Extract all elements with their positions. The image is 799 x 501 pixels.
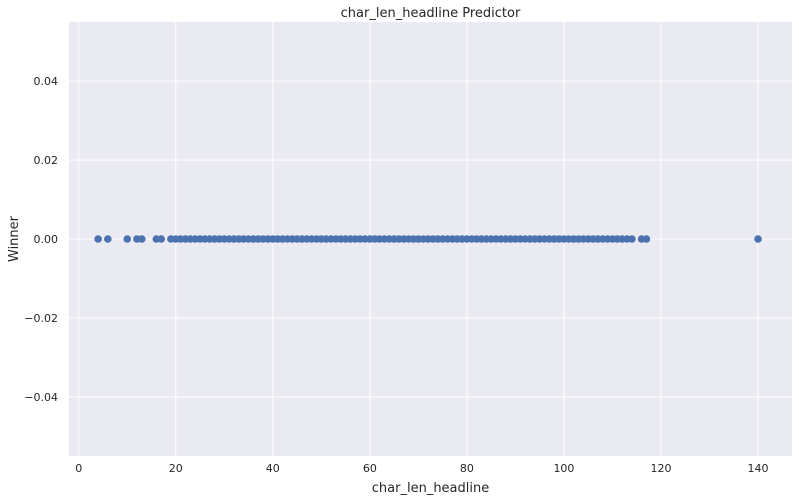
chart-title: char_len_headline Predictor: [341, 6, 521, 21]
data-point: [137, 235, 146, 243]
data-point: [104, 235, 112, 243]
data-point: [642, 235, 651, 243]
y-axis-title: Winner: [7, 215, 22, 262]
y-tick-label: −0.02: [24, 312, 58, 325]
x-axis-title: char_len_headline: [372, 481, 489, 496]
x-tick-label: 140: [748, 462, 769, 475]
y-tick-label: −0.04: [24, 391, 58, 404]
data-point: [157, 235, 165, 243]
x-tick-label: 40: [266, 462, 280, 475]
data-point: [94, 235, 102, 243]
x-tick-labels: 0 20 40 60 80 100 120 140: [75, 462, 768, 475]
x-tick-label: 80: [460, 462, 474, 475]
y-tick-label: 0.04: [34, 75, 59, 88]
x-tick-label: 100: [553, 462, 574, 475]
y-tick-label: 0.00: [34, 233, 59, 246]
x-tick-label: 60: [363, 462, 377, 475]
data-point: [628, 235, 636, 243]
data-point: [123, 235, 132, 243]
data-points: [94, 235, 762, 243]
y-tick-label: 0.02: [34, 154, 59, 167]
x-tick-label: 0: [75, 462, 82, 475]
x-tick-label: 20: [169, 462, 183, 475]
x-tick-label: 120: [650, 462, 671, 475]
data-point: [754, 235, 762, 243]
y-tick-labels: −0.04 −0.02 0.00 0.02 0.04: [24, 75, 58, 404]
